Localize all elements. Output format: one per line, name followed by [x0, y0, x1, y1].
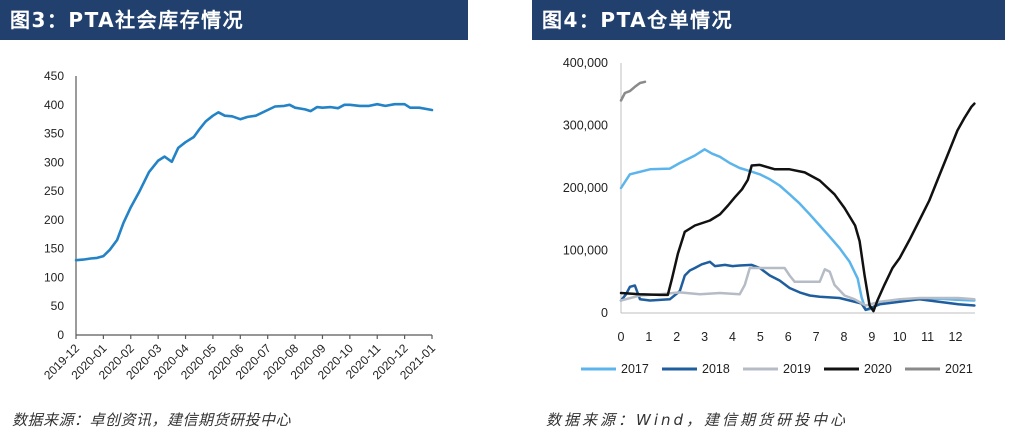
series-line-2019 — [619, 266, 976, 307]
source-note-left: 数据来源：卓创资讯，建信期货研投中心 — [12, 411, 292, 429]
chart-title-left: 图3：PTA社会库存情况 — [10, 8, 245, 32]
x-tick-label: 4 — [729, 330, 736, 344]
x-tick-label: 1 — [645, 330, 652, 344]
y-tick-label: 0 — [601, 306, 608, 320]
legend: 2017 2018 2019 2020 2021 — [581, 362, 973, 376]
y-tick-label: 450 — [44, 69, 64, 83]
y-tick-label: 150 — [44, 242, 64, 256]
legend-item-2017: 2017 — [581, 362, 649, 376]
series-line-2021 — [619, 80, 647, 102]
x-tick-label: 7 — [813, 330, 820, 344]
legend-item-2020: 2020 — [824, 362, 892, 376]
chart-left-inventory: 0501001502002503003504004502019-122020-0… — [41, 69, 438, 382]
legend-label: 2017 — [621, 362, 649, 376]
y-tick-label: 300,000 — [563, 119, 608, 133]
chart-header-left: 图3：PTA社会库存情况 — [0, 0, 468, 40]
legend-item-2019: 2019 — [743, 362, 811, 376]
legend-label: 2021 — [945, 362, 973, 376]
y-tick-label: 300 — [44, 155, 64, 169]
chart-title-right: 图4：PTA仓单情况 — [542, 8, 734, 32]
series-line-inventory — [74, 102, 434, 262]
legend-item-2018: 2018 — [662, 362, 730, 376]
y-tick-label: 100,000 — [563, 244, 608, 258]
legend-label: 2020 — [864, 362, 892, 376]
y-tick-label: 350 — [44, 127, 64, 141]
x-tick-label: 6 — [785, 330, 792, 344]
y-tick-label: 400,000 — [563, 56, 608, 70]
y-tick-label: 400 — [44, 98, 64, 112]
y-tick-label: 100 — [44, 270, 64, 284]
x-tick-label: 3 — [701, 330, 708, 344]
legend-label: 2018 — [702, 362, 730, 376]
x-tick-label: 9 — [868, 330, 875, 344]
y-tick-label: 200 — [44, 213, 64, 227]
x-tick-label: 10 — [893, 330, 907, 344]
source-note-right: 数据来源：Wind，建信期货研投中心 — [546, 411, 849, 429]
y-tick-label: 200,000 — [563, 181, 608, 195]
x-tick-label: 12 — [949, 330, 963, 344]
series-line-2020 — [619, 102, 976, 313]
y-tick-label: 250 — [44, 184, 64, 198]
series-line-2018 — [619, 260, 976, 312]
series-line-2017 — [619, 148, 976, 312]
x-tick-label: 11 — [921, 330, 934, 344]
x-tick-label: 0 — [618, 330, 625, 344]
x-tick-label: 8 — [841, 330, 848, 344]
legend-item-2021: 2021 — [905, 362, 973, 376]
x-tick-label: 5 — [757, 330, 764, 344]
x-tick-label: 2 — [673, 330, 680, 344]
chart-header-right: 图4：PTA仓单情况 — [532, 0, 1005, 40]
y-tick-label: 0 — [57, 328, 64, 342]
y-tick-label: 50 — [51, 299, 65, 313]
legend-label: 2019 — [783, 362, 811, 376]
